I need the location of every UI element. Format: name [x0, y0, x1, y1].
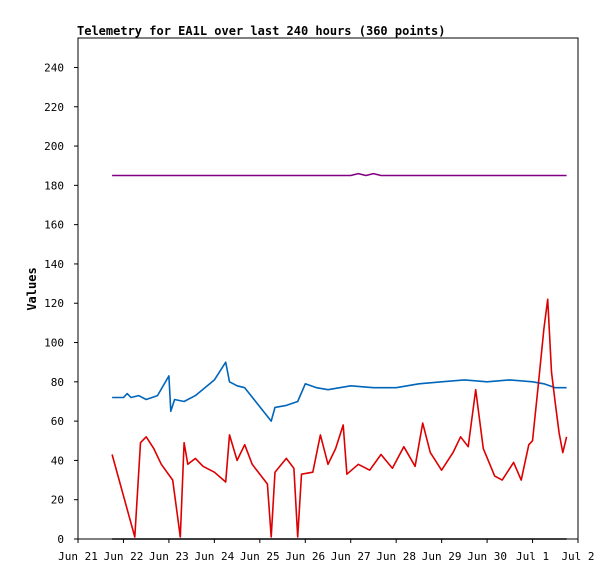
y-tick-label: 0: [57, 533, 64, 546]
x-tick-label: Jun 29: [422, 550, 462, 563]
x-tick-label: Jun 30: [467, 550, 507, 563]
y-tick-label: 140: [44, 258, 64, 271]
x-tick-label: Jun 27: [331, 550, 371, 563]
y-tick-label: 20: [51, 494, 64, 507]
x-tick-label: Jun 25: [240, 550, 280, 563]
y-tick-label: 120: [44, 297, 64, 310]
y-tick-label: 200: [44, 140, 64, 153]
y-axis: 0 20 40 60 80 100 120 140 160 180 200 220 240: [44, 61, 78, 546]
y-tick-label: 220: [44, 101, 64, 114]
y-tick-label: 100: [44, 337, 64, 350]
series-line-3: [111, 298, 568, 538]
y-tick-label: 160: [44, 219, 64, 232]
y-tick-label: 40: [51, 454, 64, 467]
series-layer: [111, 172, 568, 540]
x-tick-label: Jun 28: [376, 550, 416, 563]
x-tick-label: Jun 23: [149, 550, 189, 563]
series-line-2: [112, 361, 567, 422]
y-axis-title: Values: [25, 267, 39, 310]
chart-title: Telemetry for EA1L over last 240 hours (…: [77, 24, 445, 38]
series-line-1: [112, 172, 567, 177]
y-tick-label: 180: [44, 179, 64, 192]
x-tick-label: Jun 24: [194, 550, 234, 563]
y-tick-label: 60: [51, 415, 64, 428]
x-tick-label: Jun 26: [285, 550, 325, 563]
x-tick-label: Jun 22: [104, 550, 144, 563]
x-tick-label: Jul 1: [516, 550, 549, 563]
y-tick-label: 80: [51, 376, 64, 389]
x-tick-label: Jul 2: [561, 550, 594, 563]
x-axis: Jun 21 Jun 22 Jun 23 Jun 24 Jun 25 Jun 26 Jun …: [58, 539, 595, 563]
x-tick-label: Jun 21: [58, 550, 98, 563]
y-tick-label: 240: [44, 61, 64, 74]
